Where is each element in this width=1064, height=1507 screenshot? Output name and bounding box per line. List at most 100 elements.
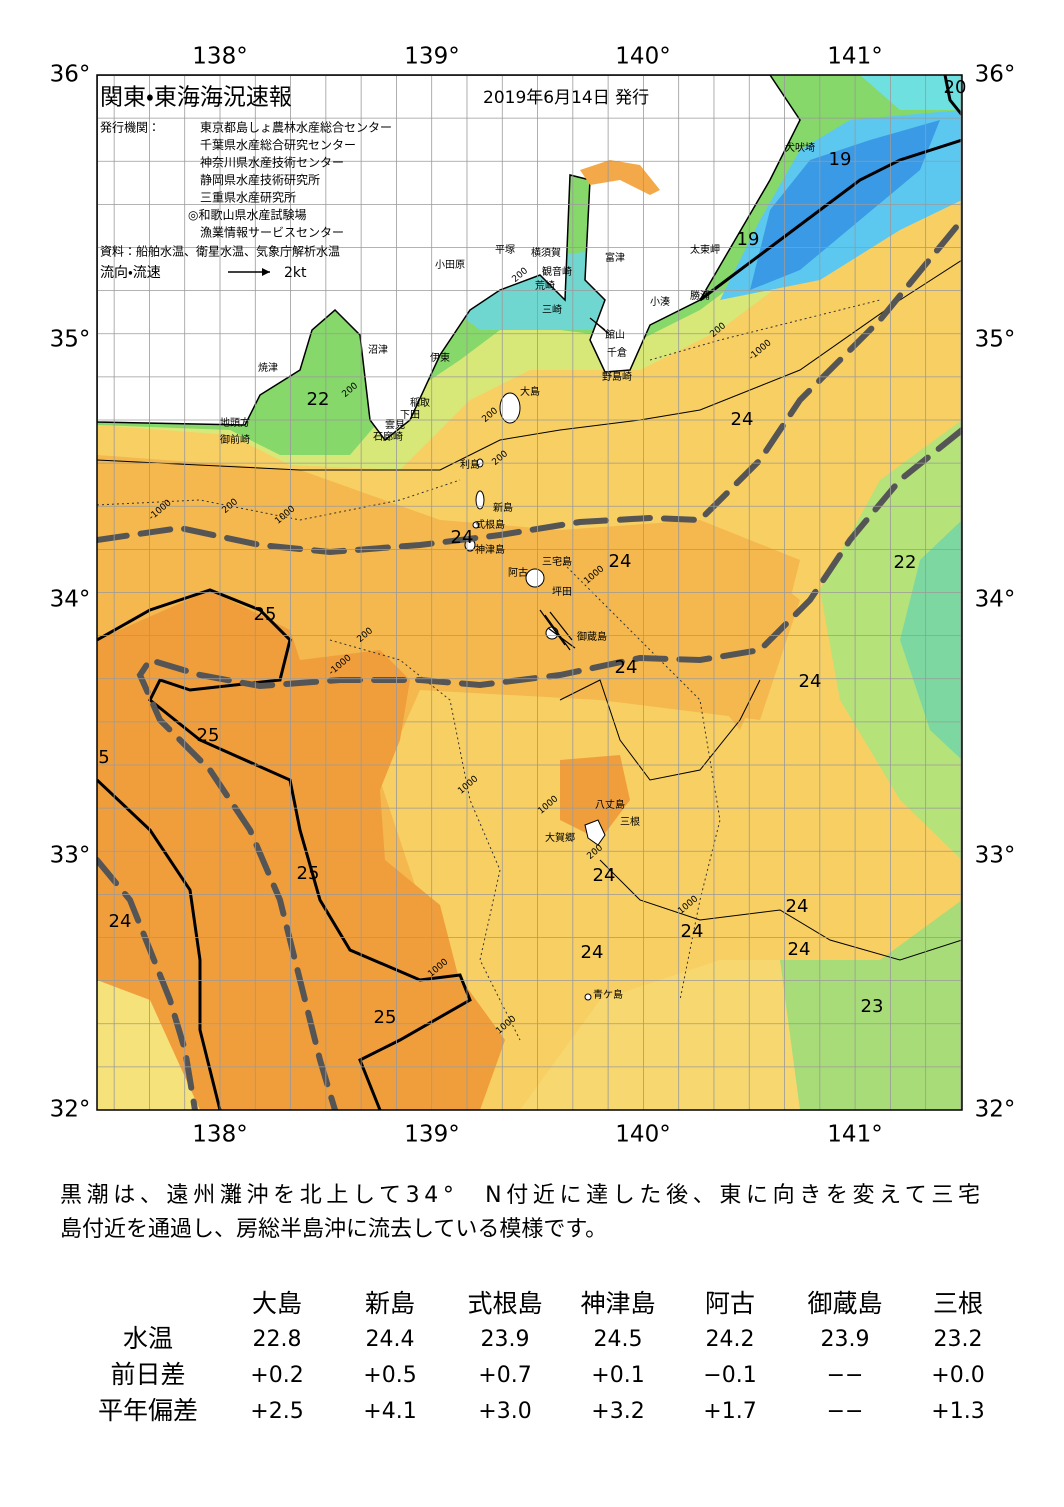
lon-label: 141° bbox=[827, 44, 882, 70]
island bbox=[584, 993, 592, 1001]
lat-label: 33° bbox=[975, 843, 1016, 869]
temperature-label: 25 bbox=[374, 1007, 397, 1028]
place-name: 三根 bbox=[620, 815, 640, 828]
map-frame bbox=[96, 74, 963, 1111]
depth-contour bbox=[97, 479, 461, 521]
kuroshio-axis bbox=[97, 857, 198, 1110]
temperature-label: 24 bbox=[799, 671, 822, 692]
table-cell: +1.3 bbox=[931, 1399, 984, 1424]
lat-label: 35° bbox=[975, 327, 1016, 353]
isotherm bbox=[97, 778, 222, 1110]
place-name: 小湊 bbox=[650, 295, 670, 308]
place-name: 大賀郷 bbox=[545, 831, 575, 844]
place-name: 横須賀 bbox=[531, 246, 561, 259]
table-header: 三根 bbox=[933, 1289, 983, 1318]
table-cell: +0.1 bbox=[591, 1363, 644, 1388]
table-row-label: 前日差 bbox=[110, 1360, 185, 1389]
table-cell: 24.2 bbox=[706, 1327, 755, 1352]
sea-green bbox=[780, 900, 962, 1110]
table-cell: +0.2 bbox=[250, 1363, 303, 1388]
description: 黒潮は、遠州灘沖を北上して34° N付近に達した後、東に向きを変えて三宅 bbox=[60, 1183, 980, 1208]
table-cell: −− bbox=[827, 1399, 864, 1424]
table-header: 阿古 bbox=[705, 1289, 755, 1318]
place-name: 雲見 bbox=[385, 419, 405, 431]
map-title: 関東・東海海況速報 bbox=[100, 85, 292, 111]
issuer: 静岡県水産技術研究所 bbox=[200, 172, 320, 187]
kuroshio-axis bbox=[136, 427, 962, 1110]
island bbox=[472, 521, 480, 529]
place-name: 坪田 bbox=[552, 585, 572, 598]
table-cell: +2.5 bbox=[250, 1399, 303, 1424]
issuer: ◎和歌山県水産試験場 bbox=[188, 207, 306, 222]
lat-label: 32° bbox=[975, 1097, 1016, 1123]
temperature-label: 24 bbox=[788, 939, 811, 960]
table-cell: 23.9 bbox=[481, 1327, 530, 1352]
table-cell: +3.0 bbox=[478, 1399, 531, 1424]
temperature-label: 22 bbox=[894, 552, 917, 573]
kuroshio-axis bbox=[97, 217, 962, 556]
lon-label: 140° bbox=[615, 44, 670, 70]
issuer: 漁業情報サービスセンター bbox=[200, 226, 344, 240]
issuer: 千葉県水産総合研究センター bbox=[200, 137, 356, 152]
island bbox=[499, 392, 521, 424]
table-header: 新島 bbox=[365, 1289, 415, 1318]
island bbox=[475, 490, 485, 510]
table-cell: 23.9 bbox=[821, 1327, 870, 1352]
table-cell: −− bbox=[827, 1363, 864, 1388]
sea-bay-warm bbox=[580, 160, 660, 195]
sea-cyan bbox=[900, 520, 962, 760]
depth-contour bbox=[649, 299, 881, 361]
temperature-label: 25 bbox=[254, 604, 277, 625]
place-name: 富津 bbox=[605, 251, 625, 264]
table-header: 御蔵島 bbox=[807, 1289, 882, 1318]
table-cell: −0.1 bbox=[703, 1363, 756, 1388]
table-cell: +0.0 bbox=[931, 1363, 984, 1388]
temperature-label: 24 bbox=[681, 921, 704, 942]
place-name: 平塚 bbox=[495, 244, 515, 256]
place-name: 小田原 bbox=[435, 259, 465, 271]
sea-bay bbox=[440, 250, 620, 330]
place-name: 館山 bbox=[605, 328, 625, 341]
place-name: 大島 bbox=[520, 385, 540, 398]
table-row-label: 平年偏差 bbox=[98, 1396, 198, 1425]
place-name: 御前崎 bbox=[220, 433, 250, 446]
source: 資料：船舶水温、衛星水温、気象庁解析水温 bbox=[100, 244, 340, 259]
place-name: 神津島 bbox=[475, 543, 505, 556]
issue-date: 2019年6月14日 発行 bbox=[483, 88, 649, 108]
temperature-label: 24 bbox=[731, 409, 754, 430]
legend-arrowhead bbox=[262, 268, 270, 276]
sea-warm bbox=[700, 520, 800, 730]
place-name: 御蔵島 bbox=[577, 630, 607, 643]
lon-label: 139° bbox=[404, 1122, 459, 1148]
place-name: 千倉 bbox=[607, 347, 627, 359]
lon-label: 138° bbox=[192, 44, 247, 70]
temperature-label: 24 bbox=[581, 942, 604, 963]
place-name: 野島崎 bbox=[602, 370, 632, 383]
isotherm-thin bbox=[599, 859, 962, 961]
sea-cold bbox=[860, 75, 962, 110]
temperature-label: 24 bbox=[109, 911, 132, 932]
issuer: 東京都島しょ農林水産総合センター bbox=[200, 120, 392, 135]
lat-label: 33° bbox=[50, 843, 91, 869]
issuer: 神奈川県水産技術センター bbox=[200, 155, 344, 170]
lon-label: 141° bbox=[827, 1122, 882, 1148]
grid bbox=[97, 75, 962, 1110]
place-name: 太東岬 bbox=[690, 243, 720, 256]
place-name: 青ケ島 bbox=[593, 988, 623, 1001]
place-name: 伊東 bbox=[430, 351, 450, 364]
table-cell: 24.4 bbox=[366, 1327, 415, 1352]
legend-label: 流向・流速 bbox=[100, 265, 161, 281]
temperature-label: 19 bbox=[829, 149, 852, 170]
table-cell: 22.8 bbox=[253, 1327, 302, 1352]
lat-label: 36° bbox=[975, 62, 1016, 88]
temperature-label: 24 bbox=[451, 527, 474, 548]
table-header: 大島 bbox=[252, 1289, 302, 1318]
table-cell: +0.5 bbox=[363, 1363, 416, 1388]
temperature-label: 24 bbox=[609, 551, 632, 572]
issuer: 三重県水産研究所 bbox=[200, 191, 296, 205]
legend-scale: 2kt bbox=[284, 265, 307, 281]
sea-hot bbox=[560, 755, 630, 840]
temperature-label: 24 bbox=[593, 865, 616, 886]
